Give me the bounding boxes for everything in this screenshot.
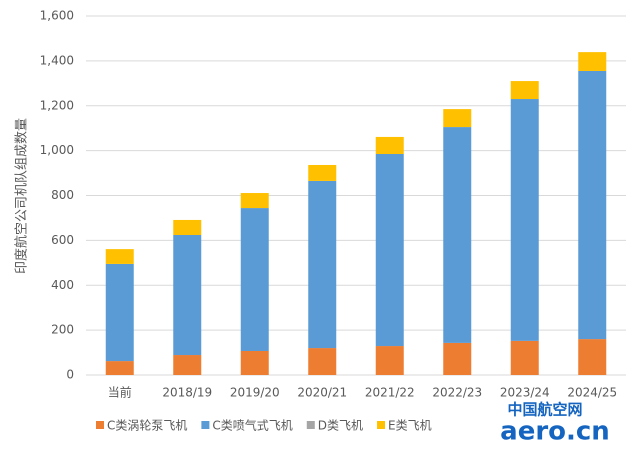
bar-segment bbox=[105, 361, 134, 375]
x-tick-label: 2022/23 bbox=[432, 386, 482, 400]
y-tick-label: 1,000 bbox=[40, 143, 74, 157]
bar-segment bbox=[510, 81, 539, 100]
legend-label: D类飞机 bbox=[318, 419, 363, 433]
y-tick-label: 1,400 bbox=[40, 53, 74, 67]
x-tick-label: 2020/21 bbox=[297, 386, 347, 400]
bar-segment bbox=[510, 99, 539, 341]
x-tick-label: 2024/25 bbox=[567, 386, 617, 400]
bar-segment bbox=[105, 263, 134, 362]
legend-swatch bbox=[96, 421, 104, 429]
bar-segment bbox=[443, 109, 472, 128]
x-tick-label: 2018/19 bbox=[162, 386, 212, 400]
y-tick-label: 400 bbox=[51, 278, 74, 292]
y-axis-title: 印度航空公司机队组成数量 bbox=[14, 118, 30, 274]
legend-swatch bbox=[306, 421, 315, 429]
y-tick-label: 0 bbox=[66, 368, 74, 382]
bar-segment bbox=[578, 52, 607, 71]
watermark-en: aero.cn bbox=[500, 417, 610, 447]
bar-segment bbox=[173, 219, 202, 235]
y-tick-label: 800 bbox=[51, 188, 74, 202]
y-tick-label: 600 bbox=[51, 233, 74, 247]
x-tick-label: 2023/24 bbox=[500, 386, 550, 400]
bar-segment bbox=[510, 340, 539, 375]
y-tick-label: 1,200 bbox=[40, 98, 74, 112]
bar-segment bbox=[240, 350, 269, 375]
legend-label: E类飞机 bbox=[388, 419, 432, 433]
bar-segment bbox=[578, 70, 607, 340]
bar-segment bbox=[308, 164, 337, 181]
bar-segment bbox=[240, 208, 269, 351]
y-tick-label: 200 bbox=[51, 323, 74, 337]
bar-segment bbox=[173, 355, 202, 375]
bar-segment bbox=[443, 342, 472, 375]
bar-segment bbox=[375, 136, 404, 154]
legend-swatch bbox=[377, 421, 386, 429]
x-tick-label: 当前 bbox=[108, 385, 132, 400]
bar-segment bbox=[240, 193, 269, 209]
bar-segment bbox=[105, 249, 134, 264]
bar-segment bbox=[375, 346, 404, 375]
bar-segment bbox=[173, 234, 202, 356]
bar-segment bbox=[375, 153, 404, 347]
bar-segment bbox=[308, 180, 337, 349]
x-tick-label: 2021/22 bbox=[365, 386, 415, 400]
bar-segment bbox=[308, 348, 337, 375]
legend-label: C类喷气式飞机 bbox=[212, 418, 292, 433]
legend-swatch bbox=[201, 421, 210, 429]
legend-label: C类涡轮泵飞机 bbox=[107, 419, 187, 433]
y-tick-label: 1,600 bbox=[40, 9, 74, 23]
watermark-cn: 中国航空网 bbox=[507, 401, 582, 419]
x-tick-label: 2019/20 bbox=[230, 386, 280, 400]
bar-segment bbox=[443, 127, 472, 343]
bar-segment bbox=[578, 339, 607, 375]
